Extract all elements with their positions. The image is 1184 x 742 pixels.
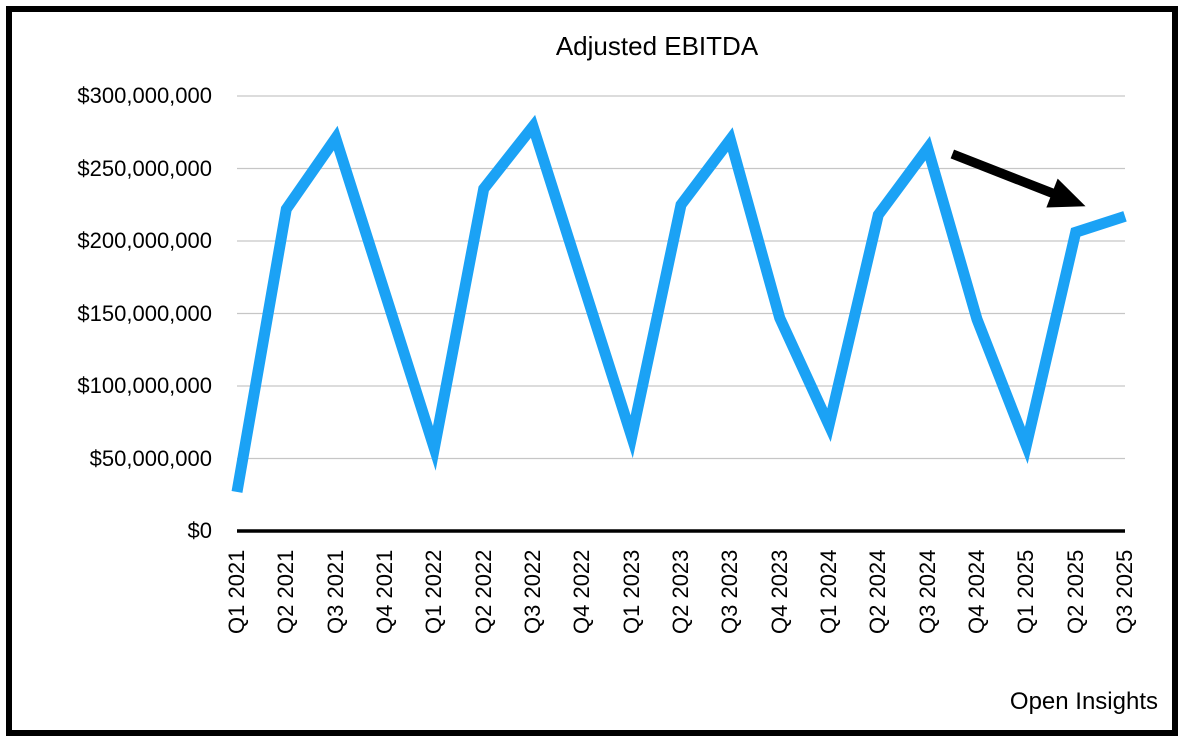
x-tick-label: Q2 2023 (668, 549, 693, 634)
x-tick-label: Q2 2024 (865, 549, 891, 634)
ebitda-line (231, 114, 1127, 493)
y-tick-label: $0 (187, 518, 212, 543)
x-tick-label: Q4 2024 (964, 549, 989, 634)
x-tick-label: Q3 2024 (914, 549, 940, 634)
x-tick-label: Q4 2021 (372, 549, 397, 634)
x-tick-label: Q2 2021 (273, 549, 299, 634)
y-tick-label: $300,000,000 (77, 83, 212, 108)
x-tick-label: Q2 2022 (470, 549, 496, 634)
x-tick-label: Q3 2025 (1112, 549, 1137, 634)
chart-title: Adjusted EBITDA (555, 31, 759, 61)
x-tick-label: Q3 2022 (520, 549, 545, 634)
arrow-shaft (950, 149, 1062, 201)
footer-brand: Open Insights (1009, 688, 1158, 715)
y-tick-label: $250,000,000 (77, 155, 212, 181)
x-tick-label: Q3 2021 (322, 549, 348, 634)
x-tick-label: Q1 2024 (816, 549, 841, 634)
x-tick-label: Q1 2023 (618, 549, 644, 634)
y-tick-label: $150,000,000 (77, 300, 212, 326)
y-tick-label: $200,000,000 (77, 228, 212, 253)
x-tick-label: Q4 2023 (766, 549, 792, 634)
arrow-head-icon (1046, 178, 1086, 208)
x-tick-label: Q1 2022 (421, 549, 447, 634)
x-tick-label: Q1 2021 (224, 549, 249, 634)
trend-arrow-annotation (950, 149, 1086, 208)
x-tick-label: Q3 2023 (717, 549, 743, 634)
x-tick-label: Q4 2022 (569, 549, 595, 634)
x-tick-label: Q1 2025 (1013, 549, 1039, 634)
y-tick-label: $100,000,000 (77, 373, 212, 398)
gridlines (237, 95, 1125, 460)
y-tick-label: $50,000,000 (89, 445, 212, 471)
x-tick-label: Q2 2025 (1062, 549, 1088, 634)
